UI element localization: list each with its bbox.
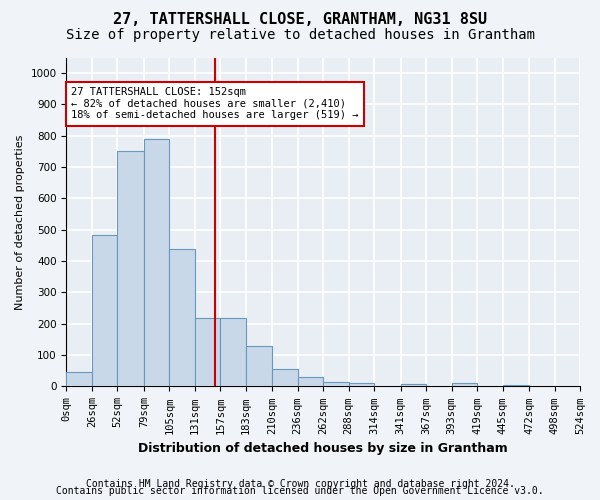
Text: Size of property relative to detached houses in Grantham: Size of property relative to detached ho…: [65, 28, 535, 42]
Bar: [246, 346, 272, 387]
Bar: [67, 372, 92, 386]
Text: 27 TATTERSHALL CLOSE: 152sqm
← 82% of detached houses are smaller (2,410)
18% of: 27 TATTERSHALL CLOSE: 152sqm ← 82% of de…: [71, 88, 359, 120]
Bar: [144, 139, 169, 386]
Bar: [298, 377, 323, 386]
Bar: [220, 318, 246, 386]
X-axis label: Distribution of detached houses by size in Grantham: Distribution of detached houses by size …: [139, 442, 508, 455]
Text: 27, TATTERSHALL CLOSE, GRANTHAM, NG31 8SU: 27, TATTERSHALL CLOSE, GRANTHAM, NG31 8S…: [113, 12, 487, 28]
Bar: [118, 152, 144, 386]
Bar: [272, 369, 298, 386]
Text: Contains public sector information licensed under the Open Government Licence v3: Contains public sector information licen…: [56, 486, 544, 496]
Y-axis label: Number of detached properties: Number of detached properties: [15, 134, 25, 310]
Bar: [452, 384, 477, 386]
Bar: [92, 234, 118, 386]
Bar: [169, 248, 195, 386]
Bar: [503, 385, 529, 386]
Text: Contains HM Land Registry data © Crown copyright and database right 2024.: Contains HM Land Registry data © Crown c…: [86, 479, 514, 489]
Bar: [195, 318, 220, 386]
Bar: [349, 384, 374, 386]
Bar: [401, 384, 426, 386]
Bar: [323, 382, 349, 386]
